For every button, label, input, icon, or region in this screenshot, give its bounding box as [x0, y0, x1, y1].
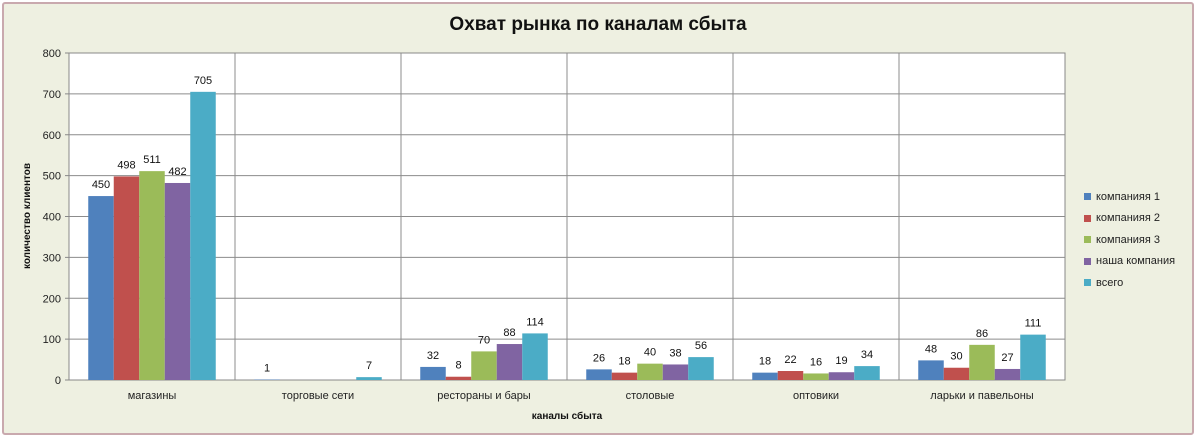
data-label: 30	[950, 351, 962, 363]
bar	[611, 372, 638, 380]
legend-label: компанияя 1	[1096, 190, 1160, 203]
legend-swatch	[1084, 236, 1091, 244]
bar	[752, 372, 778, 380]
bar	[854, 366, 880, 380]
chart-title: Охват рынка по каналам сбыта	[449, 14, 747, 35]
data-label: 32	[427, 350, 439, 362]
bar	[828, 372, 855, 380]
legend-label: компанияя 2	[1096, 212, 1160, 225]
data-label: 19	[835, 355, 847, 367]
legend: компанияя 1 компанияя 2 компанияя 3 наша ко…	[1084, 186, 1194, 294]
bar	[356, 377, 382, 380]
legend-swatch	[1084, 257, 1091, 265]
bar	[522, 333, 548, 380]
y-tick-label: 600	[43, 130, 61, 142]
data-label: 56	[695, 340, 707, 352]
data-label: 40	[644, 347, 656, 359]
x-axis-title: каналы сбыта	[532, 410, 603, 422]
data-label: 1	[264, 363, 270, 375]
bar	[803, 373, 829, 380]
y-tick-label: 500	[43, 171, 61, 183]
legend-swatch	[1084, 214, 1091, 222]
data-label: 498	[117, 159, 135, 171]
bar	[662, 364, 689, 380]
legend-label: наша компания	[1096, 255, 1176, 268]
bar	[637, 363, 663, 380]
data-label: 511	[143, 154, 161, 166]
y-tick-label: 800	[43, 48, 61, 60]
data-labels: 450 498 511 482 705 1 7 32 8 70 88 114 26 18 40 38 56 18 2…	[92, 75, 1042, 375]
data-label: 8	[455, 360, 461, 372]
data-label: 111	[1025, 318, 1042, 330]
legend-label: всего	[1096, 276, 1124, 289]
category-label: оптовики	[793, 390, 839, 402]
legend-item: наша компания	[1084, 251, 1194, 273]
data-label: 88	[503, 327, 515, 339]
bar	[139, 171, 165, 380]
bar	[586, 369, 612, 380]
data-label: 48	[925, 343, 937, 355]
grid-lines	[65, 52, 1065, 381]
category-label: торговые сети	[282, 390, 354, 402]
legend-label: компанияя 3	[1096, 233, 1160, 246]
data-label: 482	[168, 166, 186, 178]
bar	[918, 360, 944, 380]
y-tick-label: 0	[55, 375, 61, 387]
data-label: 27	[1001, 352, 1013, 364]
data-label: 22	[784, 354, 796, 366]
bar	[445, 376, 472, 380]
bar	[113, 176, 140, 380]
bar	[1020, 334, 1046, 380]
y-tick-label: 700	[43, 89, 61, 101]
bar	[969, 344, 995, 380]
bar	[777, 371, 804, 380]
legend-swatch	[1084, 193, 1091, 201]
data-label: 70	[478, 334, 490, 346]
bar	[943, 367, 970, 380]
category-label: ларьки и павельоны	[930, 390, 1033, 402]
bar	[164, 182, 191, 380]
data-label: 7	[366, 360, 372, 372]
legend-swatch	[1084, 279, 1091, 287]
data-label: 86	[976, 328, 988, 340]
data-label: 18	[759, 356, 771, 368]
y-axis-title: количество клиентов	[22, 163, 33, 269]
bar	[688, 357, 714, 380]
category-label: столовые	[626, 390, 675, 402]
bar	[471, 351, 497, 380]
y-tick-label: 200	[43, 293, 61, 305]
bar	[190, 91, 216, 381]
y-tick-label: 300	[43, 252, 61, 264]
data-label: 26	[593, 352, 605, 364]
legend-item: компанияя 2	[1084, 208, 1194, 230]
data-label: 705	[194, 75, 212, 87]
data-label: 114	[526, 316, 544, 328]
data-label: 16	[810, 356, 822, 368]
y-tick-label: 400	[43, 212, 61, 224]
bar	[88, 196, 114, 380]
y-tick-label: 100	[43, 334, 61, 346]
category-label: рестораны и бары	[437, 390, 531, 402]
data-label: 450	[92, 179, 110, 191]
y-axis-ticks: 0 100 200 300 400 500 600 700 800	[43, 48, 61, 387]
bar	[496, 344, 523, 380]
data-label: 34	[861, 349, 873, 361]
legend-item: компанияя 3	[1084, 229, 1194, 251]
bar	[994, 368, 1021, 380]
legend-item: компанияя 1	[1084, 186, 1194, 208]
bars	[88, 91, 1046, 381]
bar	[420, 366, 446, 380]
category-label: магазины	[128, 390, 177, 402]
data-label: 18	[618, 356, 630, 368]
data-label: 38	[669, 347, 681, 359]
legend-item: всего	[1084, 272, 1194, 294]
x-axis-categories: магазины торговые сети рестораны и бары сто…	[128, 390, 1034, 402]
